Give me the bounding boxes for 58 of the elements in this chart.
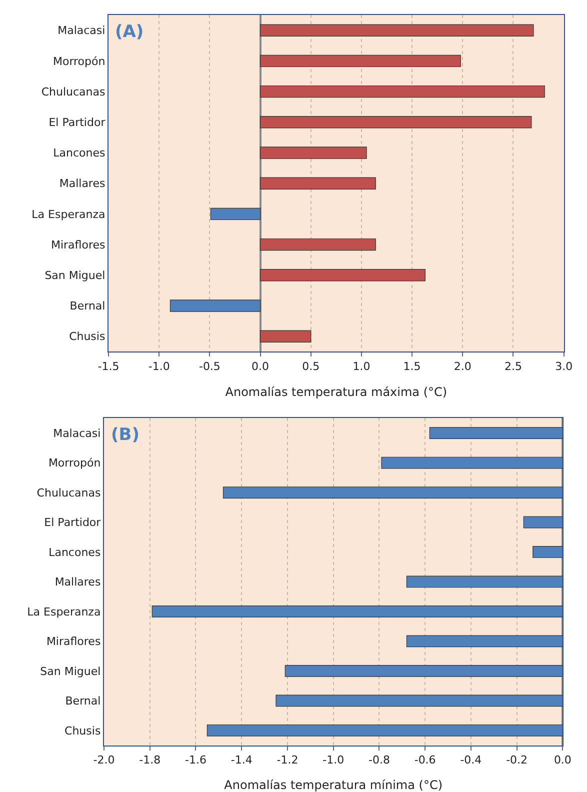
bar (260, 177, 376, 190)
x-tick-label: -0.4 (460, 754, 482, 767)
x-tick-label: 0.5 (302, 360, 320, 373)
y-tick-label: Bernal (70, 300, 106, 313)
y-tick-label: Chusis (64, 724, 101, 738)
x-axis-title: Anomalías temperatura máxima (°C) (225, 384, 448, 399)
x-tick-label: -1.4 (230, 754, 252, 767)
bar (260, 238, 376, 251)
y-tick-label: La Esperanza (32, 208, 106, 221)
x-tick-label: -1.2 (276, 754, 298, 767)
y-tick-label: Chulucanas (36, 486, 101, 500)
x-tick-label: 2.0 (454, 360, 472, 373)
y-tick-label: Miraflores (46, 635, 101, 648)
y-tick-label: Mallares (59, 177, 106, 190)
y-tick-label: Morropón (52, 54, 106, 68)
y-tick-label: Miraflores (50, 238, 106, 252)
y-tick-label: El Partidor (48, 116, 106, 129)
bar (260, 85, 545, 98)
y-tick-label: Lancones (48, 546, 101, 559)
bar (260, 146, 367, 159)
y-tick-label: Chulucanas (41, 85, 106, 98)
y-tick-label: Bernal (65, 694, 101, 708)
y-tick-label: San Miguel (40, 664, 101, 678)
bar (260, 330, 312, 342)
x-tick-label: -1.0 (322, 754, 344, 767)
y-tick-label: Malacasi (58, 24, 106, 38)
x-tick-label: 0.0 (554, 754, 572, 767)
y-tick-label: El Partidor (44, 516, 102, 530)
x-tick-label: -0.5 (198, 360, 220, 373)
y-tick-label: La Esperanza (27, 605, 101, 618)
x-tick-label: -0.8 (368, 754, 390, 767)
x-tick-label: -1.5 (98, 360, 120, 373)
x-tick-label: 2.5 (504, 360, 522, 373)
x-tick-label: -1.0 (148, 360, 170, 373)
x-tick-label: -1.8 (139, 754, 161, 767)
x-tick-label: 1.0 (352, 360, 370, 373)
chart-title: (B) (111, 425, 140, 445)
y-tick-label: Lancones (53, 146, 106, 160)
bar (170, 300, 261, 312)
x-tick-label: 0.0 (252, 360, 270, 373)
bar (260, 116, 532, 128)
y-tick-label: Morropón (48, 456, 101, 470)
x-tick-label: -0.2 (506, 754, 528, 767)
y-tick-label: San Miguel (44, 269, 106, 282)
x-tick-label: -0.6 (414, 754, 436, 767)
x-axis-title: Anomalías temperatura mínima (°C) (224, 778, 443, 792)
x-tick-label: 1.5 (403, 360, 421, 373)
chart-title: (A) (115, 22, 144, 42)
bar (260, 269, 426, 282)
x-tick-label: 3.0 (555, 360, 573, 373)
bar (260, 24, 534, 36)
y-tick-label: Malacasi (53, 426, 101, 440)
x-tick-label: -1.6 (184, 754, 206, 767)
y-tick-label: Chusis (69, 330, 106, 344)
x-tick-label: -2.0 (93, 754, 115, 767)
bar (260, 54, 461, 68)
y-tick-label: Mallares (54, 576, 101, 589)
bar (210, 208, 261, 220)
